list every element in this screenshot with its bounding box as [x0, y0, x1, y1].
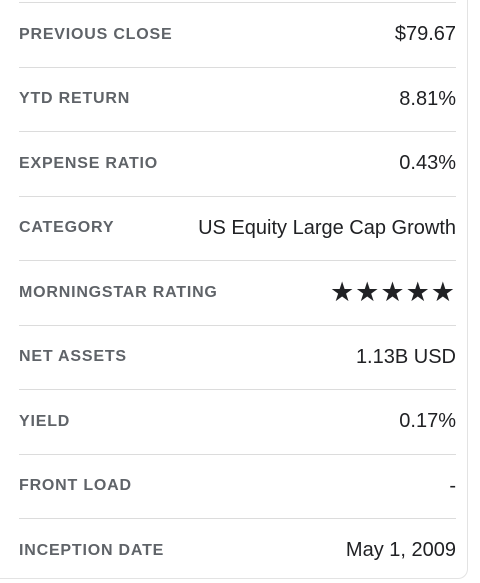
stat-value: 0.43%	[399, 152, 456, 175]
stat-label: YTD RETURN	[19, 90, 131, 108]
stat-row-previous-close: PREVIOUS CLOSE $79.67	[19, 2, 456, 67]
stat-label: CATEGORY	[19, 219, 115, 237]
stat-row-ytd-return: YTD RETURN 8.81%	[19, 66, 456, 132]
stat-label: FRONT LOAD	[19, 477, 132, 495]
stat-value: US Equity Large Cap Growth	[198, 216, 456, 239]
stat-value: 0.17%	[399, 410, 456, 433]
stat-row-category: CATEGORY US Equity Large Cap Growth	[19, 195, 456, 261]
stat-value: -	[449, 474, 456, 497]
star-rating-icon: ★★★★★	[329, 277, 456, 309]
stat-label: EXPENSE RATIO	[19, 154, 159, 172]
stat-row-yield: YIELD 0.17%	[19, 389, 456, 454]
stat-label: INCEPTION DATE	[19, 541, 165, 559]
stat-row-front-load: FRONT LOAD -	[19, 453, 456, 519]
stat-value: May 1, 2009	[345, 539, 456, 562]
stat-row-net-assets: NET ASSETS 1.13B USD	[19, 324, 456, 390]
stat-label: NET ASSETS	[19, 348, 127, 366]
stat-row-morningstar-rating: MORNINGSTAR RATING ★★★★★	[19, 260, 456, 325]
stat-value: 1.13B USD	[355, 345, 456, 368]
stat-value: $79.67	[394, 23, 456, 46]
stat-label: YIELD	[19, 412, 71, 430]
fund-stats-list: PREVIOUS CLOSE $79.67 YTD RETURN 8.81% E…	[19, 2, 456, 583]
fund-stats-card: PREVIOUS CLOSE $79.67 YTD RETURN 8.81% E…	[0, 0, 468, 579]
stat-row-inception-date: INCEPTION DATE May 1, 2009	[19, 518, 456, 583]
stat-row-expense-ratio: EXPENSE RATIO 0.43%	[19, 131, 456, 196]
stat-label: PREVIOUS CLOSE	[19, 25, 173, 43]
stat-value: 8.81%	[399, 87, 456, 110]
stat-label: MORNINGSTAR RATING	[19, 283, 218, 301]
